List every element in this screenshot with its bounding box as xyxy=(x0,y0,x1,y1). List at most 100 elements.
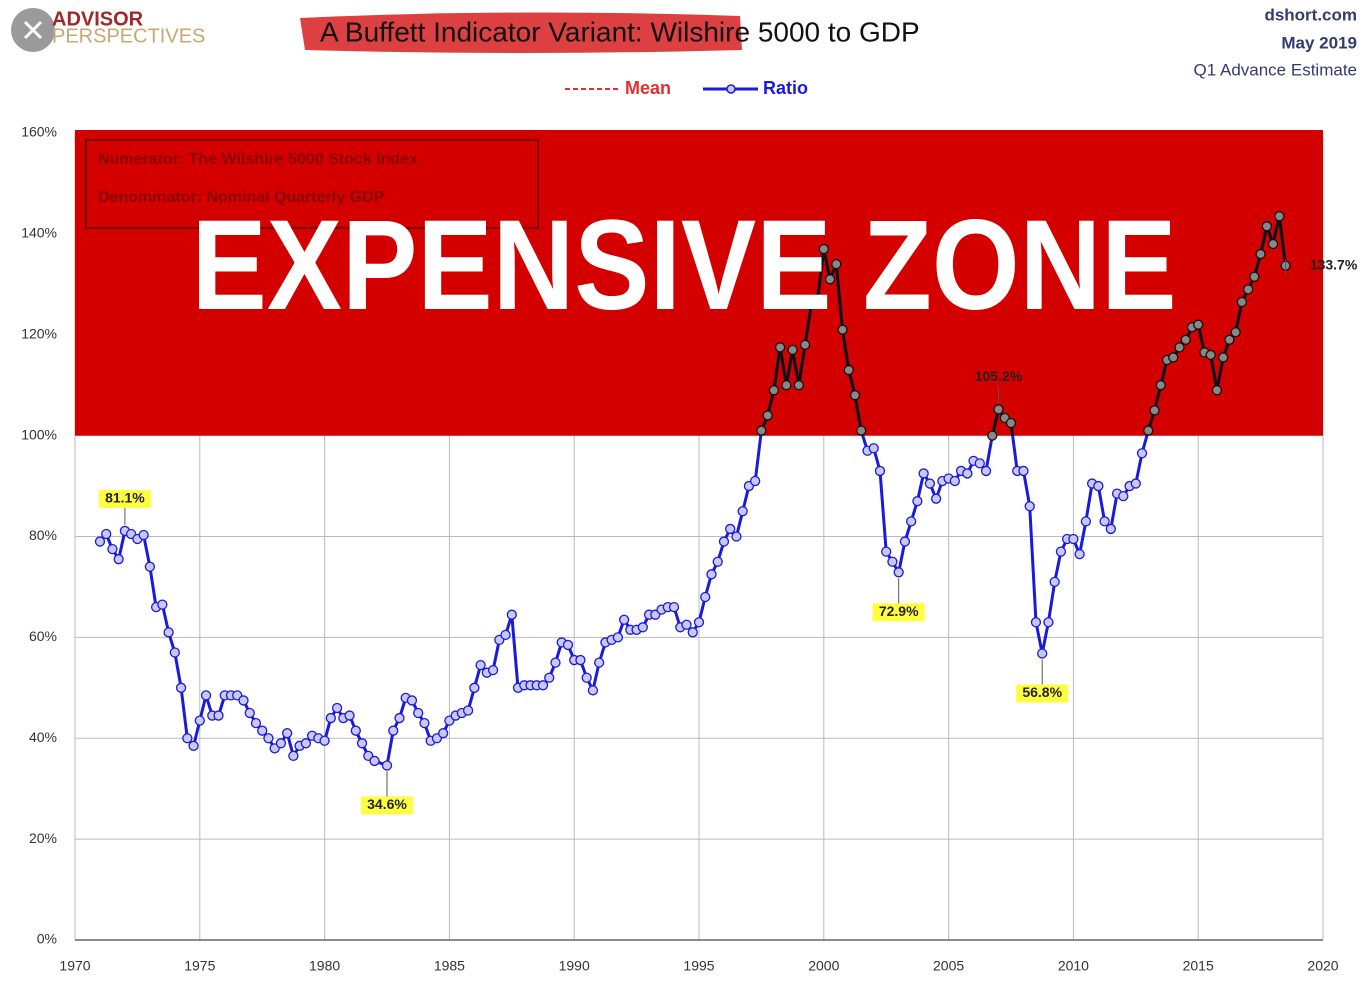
data-point xyxy=(774,342,786,353)
data-point xyxy=(837,324,848,335)
y-tick-label: 80% xyxy=(29,527,57,543)
data-point xyxy=(594,657,605,668)
annotation: 81.1% xyxy=(105,490,145,506)
data-point xyxy=(194,715,205,726)
data-point xyxy=(1005,417,1017,429)
data-point xyxy=(799,339,811,350)
data-point xyxy=(887,556,898,567)
data-point xyxy=(244,707,255,719)
data-point xyxy=(1193,319,1204,330)
data-point xyxy=(388,725,399,736)
data-point xyxy=(874,465,886,477)
data-point xyxy=(725,523,736,535)
data-point xyxy=(1080,516,1092,527)
data-point xyxy=(356,738,368,749)
data-point xyxy=(962,468,973,479)
data-point xyxy=(275,738,287,749)
data-point xyxy=(849,390,861,401)
data-point xyxy=(1155,380,1166,391)
data-point xyxy=(1249,271,1260,282)
data-point xyxy=(793,380,804,391)
data-point xyxy=(1049,576,1060,588)
data-point xyxy=(1093,480,1104,492)
data-point xyxy=(987,430,998,441)
data-point xyxy=(1218,352,1229,363)
x-tick-label: 1985 xyxy=(434,958,465,974)
x-tick-label: 2010 xyxy=(1058,958,1089,974)
data-point xyxy=(169,647,180,658)
data-point xyxy=(544,672,555,683)
data-point xyxy=(250,717,262,729)
data-point xyxy=(350,725,361,736)
data-point xyxy=(856,425,867,436)
x-tick-label: 1970 xyxy=(59,958,90,974)
data-point xyxy=(1024,501,1035,512)
logo-top: ADVISOR xyxy=(52,8,144,30)
data-point xyxy=(1130,478,1141,489)
estimate: Q1 Advance Estimate xyxy=(1194,60,1357,79)
data-point xyxy=(575,654,586,666)
x-tick-label: 1995 xyxy=(683,958,714,974)
y-tick-label: 60% xyxy=(29,628,57,644)
data-point xyxy=(182,733,193,744)
data-point xyxy=(918,468,929,479)
data-point xyxy=(144,561,156,572)
annotation: 72.9% xyxy=(879,603,919,619)
annotation: 105.2% xyxy=(975,368,1023,384)
annotation: 56.8% xyxy=(1022,684,1062,700)
data-point xyxy=(1143,425,1154,436)
data-point xyxy=(188,740,199,751)
y-tick-label: 0% xyxy=(37,931,57,947)
data-point xyxy=(101,528,112,540)
data-point xyxy=(94,536,106,547)
data-point xyxy=(906,516,917,527)
data-point xyxy=(768,385,780,396)
data-point xyxy=(949,475,960,487)
data-point xyxy=(731,531,742,542)
data-point xyxy=(831,258,842,270)
data-point xyxy=(756,425,767,436)
data-point xyxy=(1074,549,1085,560)
data-point xyxy=(687,627,698,638)
data-point xyxy=(325,712,336,724)
data-point xyxy=(406,695,418,706)
data-point xyxy=(344,710,355,721)
data-point xyxy=(288,750,299,762)
data-point xyxy=(1030,617,1042,628)
data-point xyxy=(737,506,748,517)
annotation-highlight xyxy=(1016,684,1069,703)
data-point xyxy=(562,639,574,651)
expensive-zone xyxy=(75,130,1323,436)
annotation: 133.7% xyxy=(1310,256,1358,272)
data-point xyxy=(537,680,549,691)
data-point xyxy=(980,465,992,477)
data-point xyxy=(1043,617,1054,628)
data-point xyxy=(1055,546,1067,557)
x-tick-label: 1990 xyxy=(559,958,590,974)
data-point xyxy=(238,695,249,706)
data-point xyxy=(469,682,480,693)
data-point xyxy=(781,380,792,391)
data-point xyxy=(1099,516,1110,527)
legend-label: Mean xyxy=(625,78,671,98)
data-point xyxy=(893,567,904,578)
y-tick-label: 120% xyxy=(21,325,57,341)
data-point xyxy=(818,243,829,255)
data-point xyxy=(438,728,449,739)
data-point xyxy=(612,632,624,643)
data-point xyxy=(868,443,879,454)
data-point xyxy=(824,274,836,285)
zone-label: EXPENSIVE ZONE xyxy=(192,194,1177,337)
data-point xyxy=(812,294,823,305)
data-point xyxy=(175,682,187,693)
data-point xyxy=(462,705,474,716)
y-tick-label: 20% xyxy=(29,830,57,846)
legend-marker xyxy=(726,84,736,94)
data-point xyxy=(550,657,561,668)
y-tick-label: 160% xyxy=(21,124,57,140)
data-point xyxy=(1261,221,1272,232)
logo-bottom: PERSPECTIVES xyxy=(52,25,205,47)
data-point xyxy=(1149,405,1160,416)
data-point xyxy=(282,728,293,739)
